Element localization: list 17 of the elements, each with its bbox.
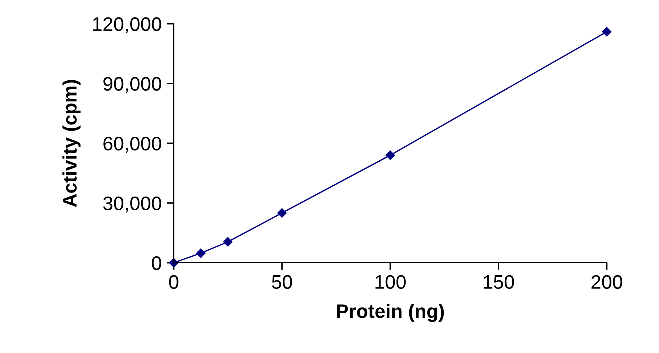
y-axis-title: Activity (cpm)	[62, 80, 81, 208]
x-tick-label: 150	[484, 275, 514, 290]
x-tick-label: 50	[272, 275, 292, 290]
y-tick-label: 0	[152, 256, 162, 270]
x-axis-title: Protein (ng)	[337, 304, 444, 322]
point	[386, 150, 396, 160]
x-tick-label: 0	[169, 275, 179, 290]
x-tick-label: 100	[376, 275, 406, 290]
x-tick-label: 200	[592, 275, 622, 290]
point	[196, 248, 206, 258]
point	[602, 27, 612, 37]
y-tick-label: 120,000	[93, 17, 162, 34]
y-tick-label: 90,000	[104, 77, 162, 94]
point	[278, 208, 287, 218]
point	[224, 237, 233, 247]
y-tick-label: 60,000	[104, 136, 162, 154]
y-tick-label: 30,000	[103, 196, 162, 213]
